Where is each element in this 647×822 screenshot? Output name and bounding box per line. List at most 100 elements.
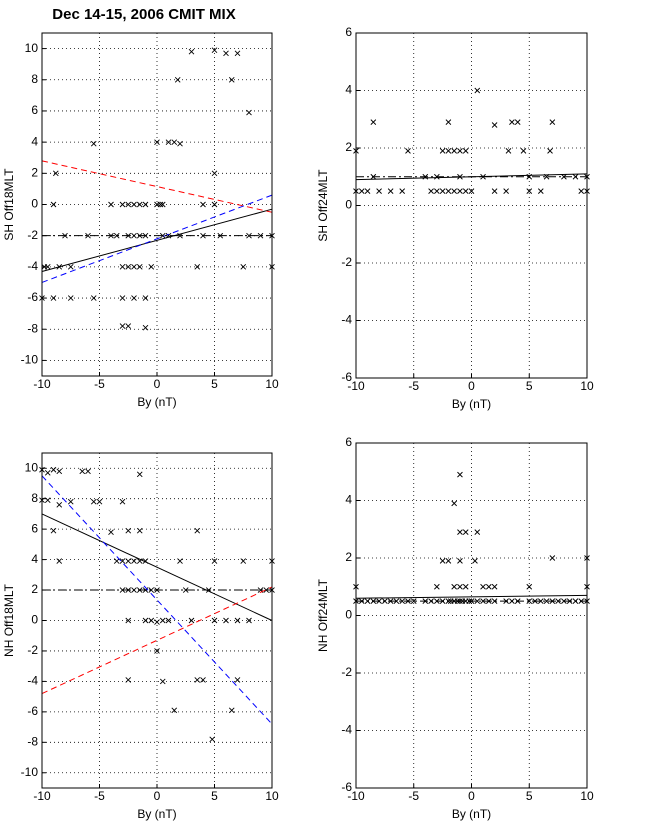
point-marker	[90, 140, 97, 147]
y-tick-label: -6	[341, 370, 352, 384]
point-marker	[142, 295, 149, 301]
point-marker	[405, 148, 411, 154]
point-marker	[119, 323, 126, 329]
point-marker	[188, 48, 195, 55]
y-tick-label: 6	[345, 25, 352, 39]
point-marker	[561, 598, 567, 604]
fit-line	[41, 513, 273, 621]
x-tick-label: 5	[211, 377, 218, 391]
point-marker	[165, 617, 172, 624]
y-tick-label: -4	[27, 674, 38, 688]
point-marker	[211, 170, 218, 177]
point-marker	[376, 188, 382, 194]
y-tick-label: 2	[345, 550, 352, 564]
plot-area	[42, 453, 272, 788]
point-marker	[194, 677, 201, 683]
point-marker	[457, 148, 463, 154]
point-marker	[119, 201, 126, 208]
point-marker	[234, 617, 241, 624]
x-tick-label: 5	[526, 789, 533, 803]
point-marker	[125, 264, 132, 270]
x-tick-label: 10	[265, 789, 279, 803]
point-marker	[387, 188, 394, 194]
point-marker	[154, 648, 160, 654]
x-tick-label: -5	[408, 789, 419, 803]
x-tick-label: 10	[265, 377, 279, 391]
x-axis-label: By (nT)	[452, 397, 491, 411]
point-marker	[85, 468, 91, 475]
point-marker	[125, 201, 132, 208]
point-marker	[119, 558, 126, 564]
point-marker	[56, 558, 63, 564]
y-tick-label: -6	[27, 290, 38, 304]
point-marker	[131, 201, 137, 208]
y-tick-label: 10	[25, 41, 39, 55]
point-marker	[578, 188, 585, 194]
x-tick-label: -5	[94, 789, 105, 803]
x-tick-label: 10	[580, 379, 594, 393]
y-tick-label: -2	[341, 665, 352, 679]
fit-line	[41, 475, 273, 725]
point-marker	[113, 558, 120, 564]
point-marker	[364, 188, 371, 194]
point-marker	[526, 188, 533, 194]
point-marker	[50, 295, 57, 301]
point-marker	[526, 598, 533, 604]
point-marker	[445, 148, 452, 154]
point-marker	[159, 617, 166, 624]
point-marker	[125, 558, 132, 564]
y-axis-label: NH Off24MLT	[316, 578, 330, 652]
point-marker	[549, 555, 556, 561]
point-marker	[445, 188, 452, 194]
x-tick-label: -5	[94, 377, 105, 391]
point-marker	[165, 139, 172, 145]
point-marker	[526, 583, 533, 590]
point-marker	[177, 140, 183, 147]
y-tick-label: 4	[345, 493, 352, 507]
point-marker	[370, 119, 377, 125]
point-marker	[125, 323, 132, 329]
point-marker	[462, 529, 469, 535]
point-marker	[474, 87, 481, 94]
point-marker	[67, 264, 74, 270]
figure-title: Dec 14-15, 2006 CMIT MIX	[52, 6, 235, 23]
point-marker	[171, 139, 178, 145]
point-marker	[125, 617, 132, 624]
point-marker	[211, 617, 218, 624]
y-tick-label: 2	[31, 165, 38, 179]
x-tick-label: -10	[33, 789, 51, 803]
point-marker	[474, 598, 481, 604]
point-marker	[439, 148, 446, 154]
point-marker	[131, 295, 137, 301]
point-marker	[44, 469, 51, 476]
axes-box	[355, 442, 588, 789]
point-marker	[223, 50, 229, 57]
y-tick-label: 4	[31, 134, 38, 148]
point-marker	[142, 201, 149, 208]
y-tick-label: -6	[341, 780, 352, 794]
point-marker	[399, 598, 406, 604]
point-marker	[96, 498, 103, 505]
point-marker	[50, 201, 57, 208]
x-tick-label: -10	[347, 789, 365, 803]
point-marker	[439, 188, 446, 194]
point-marker	[491, 598, 498, 604]
point-marker	[486, 583, 492, 590]
axes-box	[355, 32, 588, 379]
point-marker	[50, 466, 57, 473]
point-marker	[108, 201, 114, 208]
point-marker	[451, 500, 457, 507]
y-tick-label: -6	[27, 704, 38, 718]
point-marker	[246, 617, 252, 624]
point-marker	[200, 677, 206, 683]
point-marker	[472, 558, 478, 564]
point-marker	[90, 295, 97, 301]
fit-line	[41, 586, 273, 695]
y-tick-label: 6	[345, 435, 352, 449]
point-marker	[234, 50, 241, 57]
point-marker	[451, 188, 457, 194]
y-tick-label: -4	[341, 723, 352, 737]
y-axis-label: SH Off18MLT	[2, 168, 16, 241]
point-marker	[451, 583, 457, 590]
